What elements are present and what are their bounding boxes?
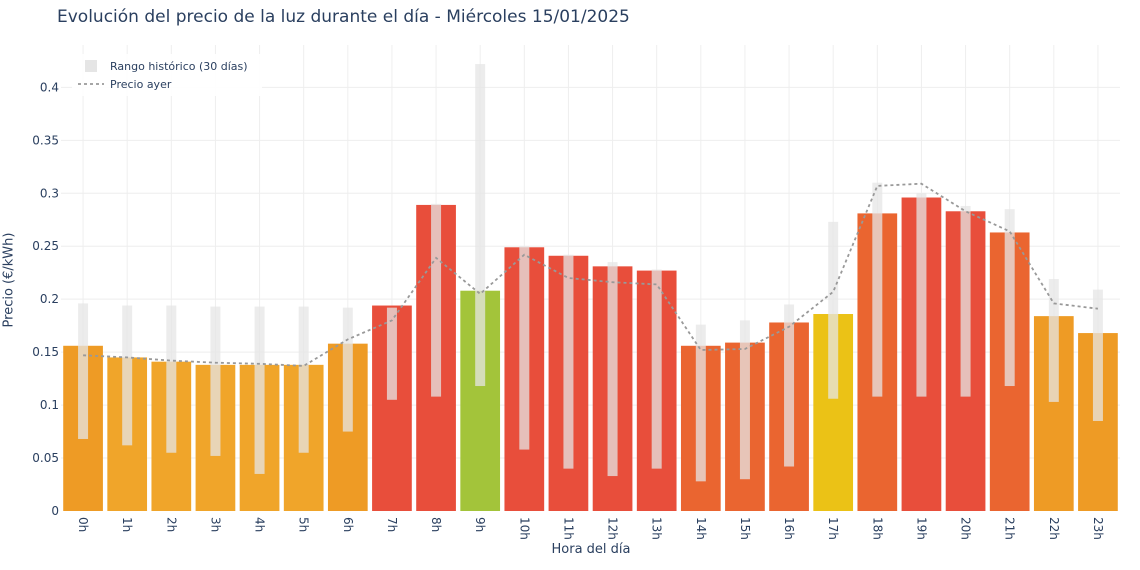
historic-range-12h xyxy=(607,262,618,477)
legend[interactable]: Rango histórico (30 días) Precio ayer xyxy=(72,54,262,96)
historic-range-7h xyxy=(386,307,397,400)
x-tick-label: 7h xyxy=(385,517,399,532)
historic-range-22h xyxy=(1048,279,1059,402)
historic-range-2h xyxy=(166,305,177,453)
y-tick-label: 0.2 xyxy=(40,292,59,306)
historic-range-19h xyxy=(916,193,927,397)
x-tick-label: 4h xyxy=(253,517,267,532)
y-tick-label: 0.05 xyxy=(32,451,59,465)
historic-range-5h xyxy=(298,306,309,453)
chart-title: Evolución del precio de la luz durante e… xyxy=(57,7,630,27)
x-tick-label: 17h xyxy=(826,517,840,540)
historic-range-16h xyxy=(784,304,795,467)
y-tick-label: 0.35 xyxy=(32,133,59,147)
x-tick-label: 1h xyxy=(120,517,134,532)
x-tick-label: 10h xyxy=(517,517,531,540)
legend-range-swatch xyxy=(85,60,97,72)
historic-range-21h xyxy=(1004,209,1015,387)
historic-range-23h xyxy=(1092,289,1103,421)
historic-range-13h xyxy=(651,269,662,469)
x-tick-label: 8h xyxy=(429,517,443,532)
historic-range-8h xyxy=(431,203,442,397)
historic-range-0h xyxy=(78,303,89,439)
historic-range-18h xyxy=(872,182,883,397)
y-tick-label: 0.3 xyxy=(40,186,59,200)
x-tick-label: 21h xyxy=(1003,517,1017,540)
x-tick-label: 3h xyxy=(208,517,222,532)
x-tick-label: 0h xyxy=(76,517,90,532)
bars-layer: 0h: 0.1561h: 0.1452h: 0.1413h: 0.1384h: … xyxy=(63,197,1118,512)
y-tick-label: 0 xyxy=(51,504,59,518)
yesterday-price-line xyxy=(83,182,1099,367)
line-layer xyxy=(83,182,1099,367)
historic-range-11h xyxy=(563,254,574,469)
range-layer xyxy=(78,64,1103,482)
x-tick-label: 19h xyxy=(914,517,928,540)
x-tick-label: 23h xyxy=(1091,517,1105,540)
x-tick-label: 6h xyxy=(341,517,355,532)
y-tick-label: 0.15 xyxy=(32,345,59,359)
legend-background xyxy=(72,54,262,96)
legend-label: Rango histórico (30 días) xyxy=(110,60,248,73)
legend-label: Precio ayer xyxy=(110,78,172,91)
y-tick-label: 0.1 xyxy=(40,398,59,412)
x-tick-label: 16h xyxy=(782,517,796,540)
x-tick-label: 18h xyxy=(870,517,884,540)
historic-range-3h xyxy=(210,306,221,456)
x-tick-label: 14h xyxy=(694,517,708,540)
historic-range-1h xyxy=(122,305,133,446)
x-tick-label: 9h xyxy=(473,517,487,532)
x-axis-label: Hora del día xyxy=(551,542,631,557)
axis-layer: 0 0.05 0.1 0.15 0.2 0.25 0.3 0.35 0.4 0h 1h 2h 3h 4h 5… xyxy=(32,80,1105,540)
x-tick-label: 11h xyxy=(561,517,575,540)
x-tick-label: 20h xyxy=(959,517,973,540)
historic-range-6h xyxy=(342,307,353,432)
historic-range-9h xyxy=(475,64,486,387)
x-tick-label: 12h xyxy=(606,517,620,540)
y-tick-label: 0.25 xyxy=(32,239,59,253)
x-tick-label: 5h xyxy=(297,517,311,532)
historic-range-20h xyxy=(960,205,971,397)
x-tick-label: 13h xyxy=(650,517,664,540)
x-tick-label: 22h xyxy=(1047,517,1061,540)
historic-range-17h xyxy=(828,221,839,399)
historic-range-14h xyxy=(695,324,706,482)
x-tick-label: 15h xyxy=(738,517,752,540)
historic-range-4h xyxy=(254,306,265,474)
historic-range-15h xyxy=(739,320,750,480)
historic-range-10h xyxy=(519,246,530,450)
x-tick-label: 2h xyxy=(164,517,178,532)
y-tick-label: 0.4 xyxy=(40,80,59,94)
